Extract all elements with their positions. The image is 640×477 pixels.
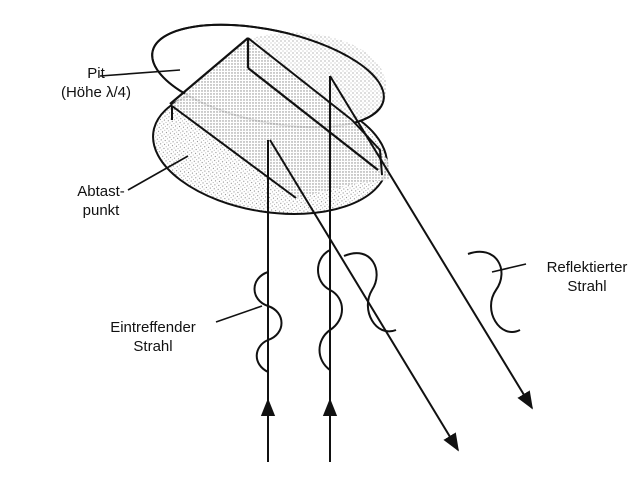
incident-beam-label: Eintreffender Strahl xyxy=(84,318,222,356)
reflected-beam-left xyxy=(269,139,459,452)
incident-beam-left xyxy=(253,140,283,462)
reflected-beam-right xyxy=(329,75,533,410)
reflected-beam-label-line1: Reflektierter xyxy=(546,259,628,276)
pit-step-wall xyxy=(169,37,390,199)
pit-label-line1: Pit xyxy=(87,65,105,82)
scan-spot-label-line2: punkt xyxy=(82,202,120,219)
reflected-beam-label: Reflektierter Strahl xyxy=(532,258,640,296)
reflected-beam-label-line2: Strahl xyxy=(567,278,607,295)
incident-beam-label-line2: Strahl xyxy=(133,338,173,355)
pit-label: Pit (Höhe λ/4) xyxy=(46,64,146,102)
pit-label-line2: (Höhe λ/4) xyxy=(60,84,132,101)
scan-spot-label: Abtast- punkt xyxy=(66,182,136,220)
scan-spot-label-line1: Abtast- xyxy=(77,183,125,200)
leader-lines xyxy=(99,69,527,323)
incident-beam-label-line1: Eintreffender xyxy=(110,319,196,336)
